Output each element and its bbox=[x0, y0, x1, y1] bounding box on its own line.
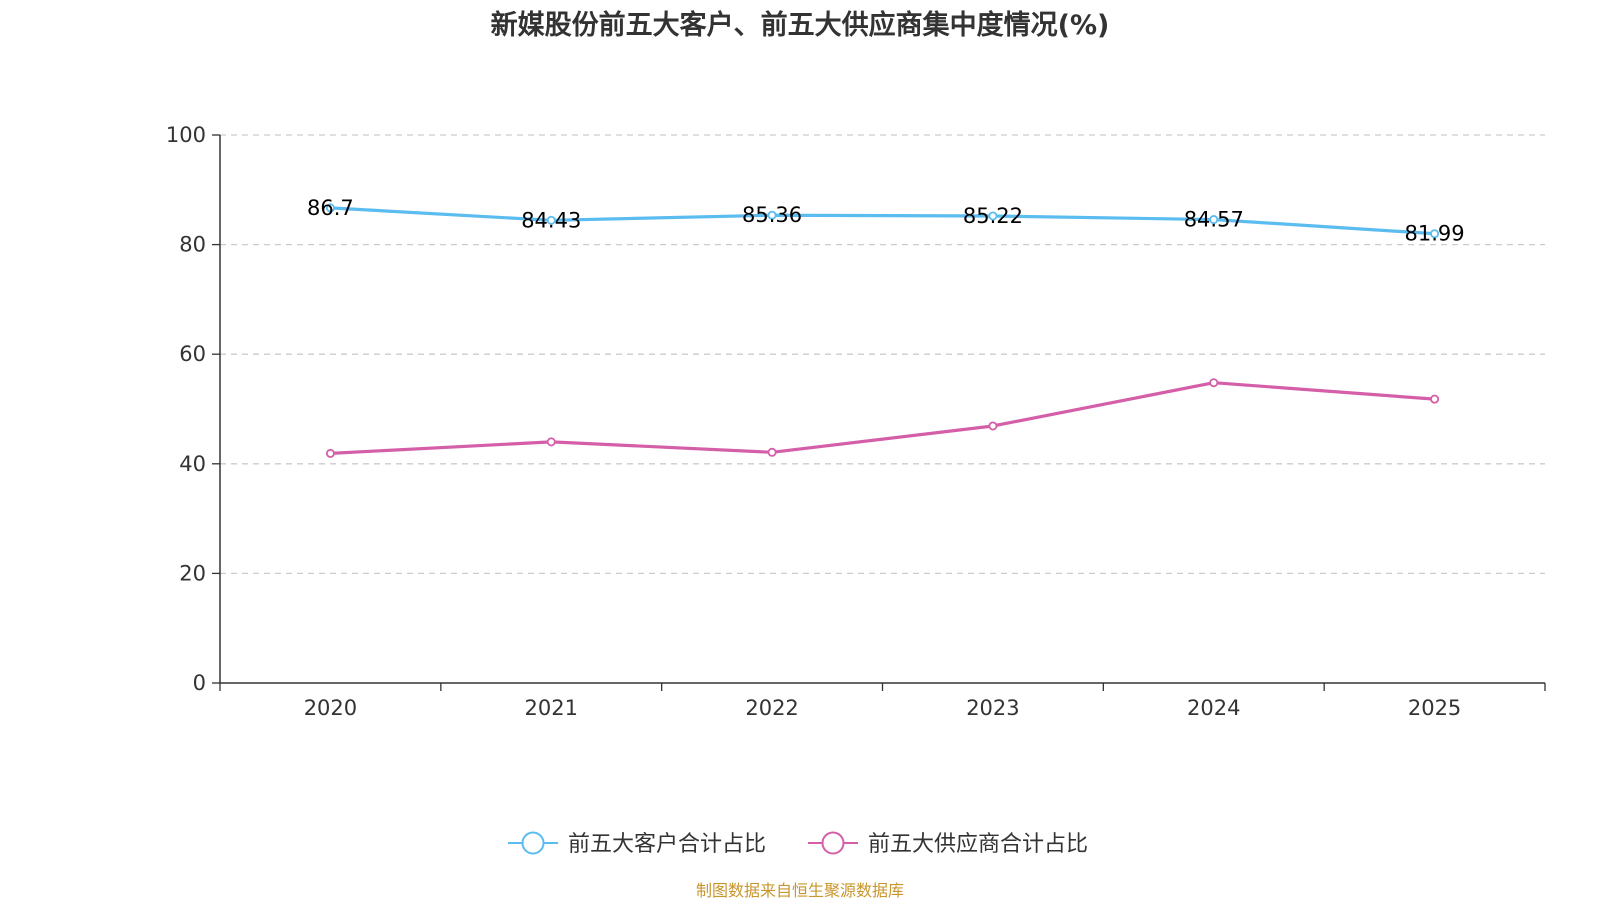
y-tick-label: 40 bbox=[179, 452, 206, 476]
y-tick-label: 80 bbox=[179, 233, 206, 257]
legend-marker bbox=[821, 831, 845, 855]
series-line bbox=[330, 381, 1435, 455]
legend-item-2[interactable]: 前五大供应商合计占比 bbox=[808, 831, 1088, 857]
data-label: 85.22 bbox=[963, 204, 1023, 228]
y-tick-label: 20 bbox=[179, 561, 206, 585]
chart-title: 新媒股份前五大客户、前五大供应商集中度情况(%) bbox=[491, 9, 1110, 41]
data-label: 85.36 bbox=[742, 203, 802, 227]
data-label: 81.99 bbox=[1405, 222, 1465, 246]
data-point[interactable] bbox=[988, 211, 998, 221]
source-note: 制图数据来自恒生聚源数据库 bbox=[696, 881, 904, 900]
data-point[interactable] bbox=[1209, 378, 1219, 388]
data-label: 84.43 bbox=[521, 208, 581, 232]
legend-label: 前五大供应商合计占比 bbox=[868, 832, 1088, 857]
data-point[interactable] bbox=[546, 437, 556, 447]
x-tick-label: 2024 bbox=[1187, 696, 1240, 720]
legend[interactable]: 前五大客户合计占比 前五大供应商合计占比 bbox=[508, 831, 1088, 857]
data-point[interactable] bbox=[546, 215, 556, 225]
data-labels: 86.7 84.43 85.36 85.22 84.57 81.99 bbox=[307, 196, 1465, 246]
series-2 bbox=[325, 378, 1440, 458]
data-point[interactable] bbox=[767, 447, 777, 457]
legend-marker bbox=[521, 831, 545, 855]
series-1 bbox=[325, 203, 1440, 239]
data-point[interactable] bbox=[988, 421, 998, 431]
data-point[interactable] bbox=[325, 448, 335, 458]
x-tick-label: 2020 bbox=[304, 696, 357, 720]
data-point[interactable] bbox=[767, 210, 777, 220]
x-tick-label: 2021 bbox=[525, 696, 578, 720]
x-tick-label: 2025 bbox=[1408, 696, 1461, 720]
axes: 0 20 40 60 80 100 2020 2021 2022 2023 2024 2025 bbox=[166, 123, 1546, 720]
series-line bbox=[330, 206, 1435, 236]
data-point[interactable] bbox=[1430, 229, 1440, 239]
data-label: 84.57 bbox=[1184, 208, 1244, 232]
data-point[interactable] bbox=[1430, 394, 1440, 404]
data-point[interactable] bbox=[325, 203, 335, 213]
data-point[interactable] bbox=[1209, 215, 1219, 225]
x-tick-label: 2022 bbox=[745, 696, 798, 720]
y-tick-label: 0 bbox=[193, 671, 206, 695]
y-tick-label: 60 bbox=[179, 342, 206, 366]
y-tick-label: 100 bbox=[166, 123, 206, 147]
legend-item-1[interactable]: 前五大客户合计占比 bbox=[508, 831, 766, 857]
x-tick-label: 2023 bbox=[966, 696, 1019, 720]
series-layer bbox=[325, 203, 1440, 458]
data-label: 86.7 bbox=[307, 196, 354, 220]
grid-lines bbox=[220, 134, 1545, 575]
legend-label: 前五大客户合计占比 bbox=[568, 832, 766, 857]
